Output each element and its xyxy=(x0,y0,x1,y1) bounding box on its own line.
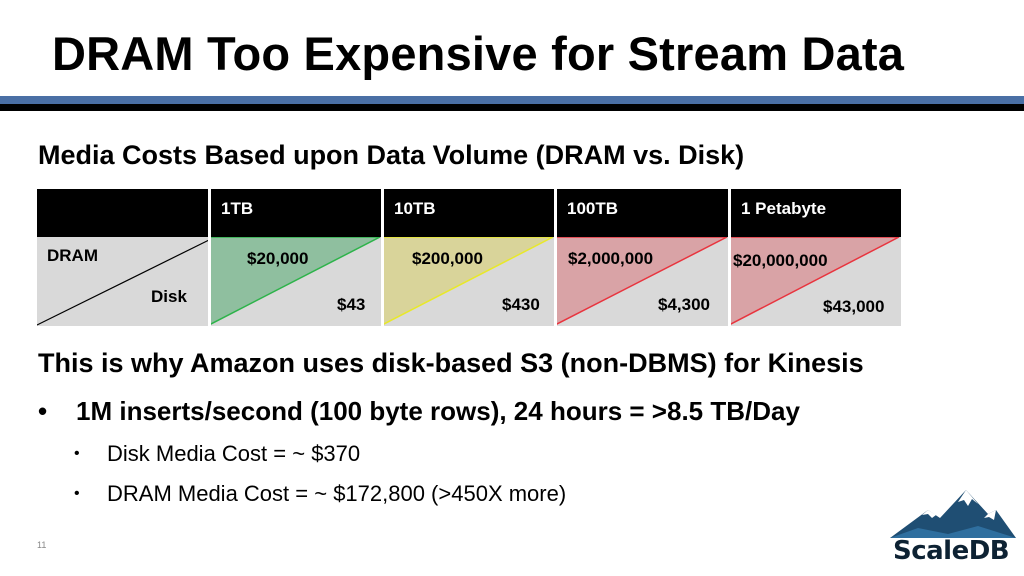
corner-disk-label: Disk xyxy=(151,287,187,306)
column-divider xyxy=(381,189,384,326)
cell-10tb-triangle xyxy=(382,237,554,326)
cell-1tb-triangle xyxy=(209,237,381,326)
cell-1pb-dram: $20,000,000 xyxy=(733,251,828,270)
cell-1tb-dram: $20,000 xyxy=(247,249,309,268)
slide-subtitle: Media Costs Based upon Data Volume (DRAM… xyxy=(38,140,745,170)
column-divider xyxy=(208,189,211,326)
bullet-dot-icon: • xyxy=(74,445,80,462)
mountain-logo-icon xyxy=(890,490,1016,538)
corner-cell: DRAM Disk xyxy=(37,237,209,326)
header-1pb: 1 Petabyte xyxy=(729,189,901,237)
corner-diagonal xyxy=(37,239,209,326)
sub-bullet-dram-text: DRAM Media Cost = ~ $172,800 (>450X more… xyxy=(107,481,567,506)
cell-100tb-dram: $2,000,000 xyxy=(568,249,654,268)
cost-table: 1TB 10TB 100TB 1 Petabyte DRAM Disk $20,… xyxy=(37,189,901,326)
cell-10tb: $200,000 $430 xyxy=(382,237,555,326)
body-heading: This is why Amazon uses disk-based S3 (n… xyxy=(38,348,864,378)
cell-10tb-dram: $200,000 xyxy=(412,249,483,268)
title-rule-black xyxy=(0,104,1024,111)
sub-bullet-disk-text: Disk Media Cost = ~ $370 xyxy=(107,441,361,466)
column-divider xyxy=(554,189,557,326)
cell-100tb-triangle xyxy=(555,237,728,326)
cell-100tb: $2,000,000 $4,300 xyxy=(555,237,729,326)
cell-10tb-disk: $430 xyxy=(502,295,540,314)
header-10tb: 10TB xyxy=(382,189,555,237)
column-divider xyxy=(728,189,731,326)
header-1tb: 1TB xyxy=(209,189,382,237)
page-number: 11 xyxy=(37,540,47,550)
sub-bullet-disk: • Disk Media Cost = ~ $370 xyxy=(74,441,360,467)
cell-1pb: $20,000,000 $43,000 xyxy=(729,237,901,326)
header-corner xyxy=(37,189,209,237)
bullet-main-text: 1M inserts/second (100 byte rows), 24 ho… xyxy=(76,396,800,426)
title-rule-blue xyxy=(0,96,1024,104)
cell-100tb-disk: $4,300 xyxy=(658,295,710,314)
corner-dram-label: DRAM xyxy=(47,246,98,265)
cell-1pb-triangle xyxy=(729,237,900,326)
slide-title: DRAM Too Expensive for Stream Data xyxy=(52,27,905,80)
bullet-dot-icon: • xyxy=(38,396,48,426)
bullet-main: • 1M inserts/second (100 byte rows), 24 h… xyxy=(38,396,800,427)
logo-text: ScaleDB xyxy=(893,536,1010,566)
bullet-dot-icon: • xyxy=(74,485,80,502)
header-100tb: 100TB xyxy=(555,189,729,237)
cell-1pb-disk: $43,000 xyxy=(823,297,885,316)
cell-1tb-disk: $43 xyxy=(337,295,366,314)
sub-bullet-dram: • DRAM Media Cost = ~ $172,800 (>450X mor… xyxy=(74,481,566,507)
cell-1tb: $20,000 $43 xyxy=(209,237,382,326)
